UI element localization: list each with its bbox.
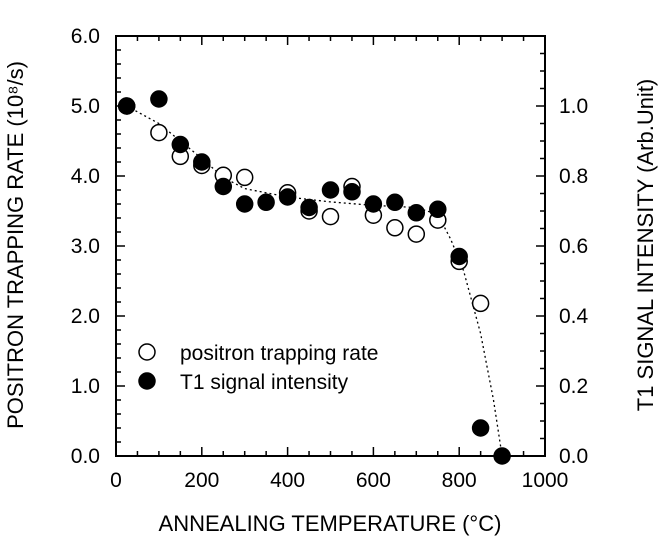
t1-signal-point [278, 188, 297, 206]
t1-signal-point [214, 177, 233, 196]
y2-tick-label: 0.8 [559, 165, 588, 188]
legend: positron trapping rate T1 signal intensi… [138, 342, 378, 394]
y2-axis-title: T1 SIGNAL INTENSITY (Arb.Unit) [633, 79, 658, 412]
t1-signal-point [300, 198, 318, 217]
positron-rate-point [150, 123, 168, 142]
legend-marker-filled [138, 372, 156, 390]
t1-signal-point [429, 200, 447, 219]
x-tick-label: 200 [184, 469, 219, 492]
positron-rate-point [235, 168, 254, 187]
t1-signal-point [343, 183, 361, 201]
y-tick-label: 1.0 [71, 375, 100, 398]
y-tick-label: 4.0 [71, 165, 100, 188]
data-points [117, 90, 511, 465]
x-tick-label: 0 [110, 469, 122, 492]
t1-signal-point [257, 193, 275, 212]
positron-rate-point [407, 225, 426, 243]
t1-signal-point [493, 447, 511, 465]
t1-signal-point [193, 153, 211, 171]
y2-tick-label: 0.0 [559, 445, 588, 468]
y2-tick-label: 0.4 [559, 305, 589, 328]
t1-signal-point [150, 90, 168, 108]
y2-tick-label: 0.6 [559, 235, 588, 258]
t1-signal-point [471, 419, 490, 437]
t1-signal-point [235, 195, 254, 213]
y-tick-label: 0.0 [71, 445, 100, 468]
x-tick-label: 800 [442, 469, 477, 492]
t1-signal-point [171, 135, 190, 154]
positron-rate-point [471, 294, 490, 313]
y-tick-label: 5.0 [71, 95, 100, 118]
y-tick-label: 2.0 [71, 305, 100, 328]
positron-rate-point [321, 207, 340, 226]
t1-signal-point [117, 97, 136, 115]
y-tick-label: 3.0 [71, 235, 100, 258]
y2-tick-label: 1.0 [559, 95, 588, 118]
legend-label-t1: T1 signal intensity [180, 371, 349, 394]
x-tick-label: 600 [356, 469, 391, 492]
legend-marker-open [138, 343, 156, 361]
y2-tick-label: 0.2 [559, 375, 588, 398]
y-tick-label: 6.0 [71, 25, 100, 48]
x-tick-label: 1000 [522, 469, 569, 492]
t1-signal-point [450, 247, 468, 266]
tick-labels: 0 200 400 600 800 10000.01.02.03.04.05.06.00.… [71, 25, 589, 492]
t1-signal-point [407, 204, 426, 222]
t1-signal-point [321, 181, 340, 199]
t1-signal-point [364, 195, 383, 213]
legend-label-positron: positron trapping rate [180, 342, 378, 365]
x-tick-label: 400 [270, 469, 305, 492]
positron-rate-point [386, 219, 404, 237]
t1-signal-point [386, 193, 404, 212]
y-axis-title: POSITRON TRAPPING RATE (10⁸/s) [3, 61, 28, 429]
x-axis-title: ANNEALING TEMPERATURE (°C) [159, 511, 502, 536]
